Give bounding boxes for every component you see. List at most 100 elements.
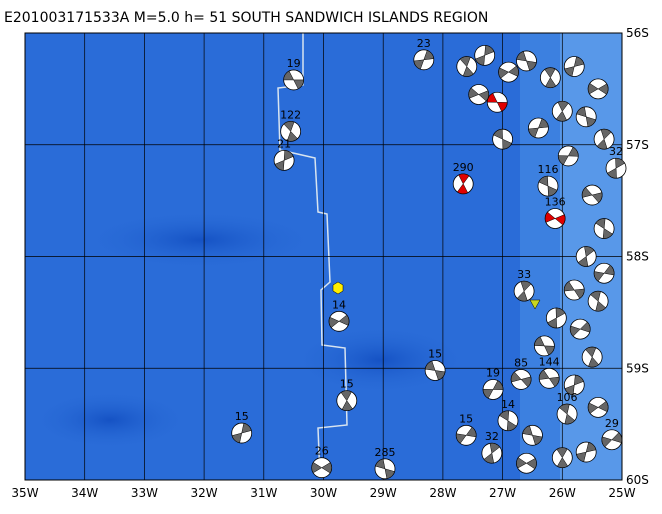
beachball-quadrant (603, 264, 615, 276)
focal-mechanism (413, 49, 435, 71)
beachball-quadrant (321, 462, 332, 474)
beachball-quadrant (516, 51, 527, 62)
focal-mechanism (283, 69, 305, 91)
beachball-quadrant (601, 436, 613, 448)
beachball-quadrant (570, 325, 581, 337)
event-label: 32 (485, 430, 499, 443)
beachball-quadrant (489, 442, 501, 454)
focal-mechanism (510, 369, 532, 390)
event-label: 85 (514, 356, 528, 369)
beachball-quadrant (526, 458, 537, 470)
beachball-quadrant (573, 374, 584, 386)
beachball-quadrant (475, 54, 485, 66)
x-tick-label: 27W (489, 486, 516, 500)
beachball-quadrant (593, 271, 605, 282)
beachball-quadrant (286, 130, 298, 142)
beachball-quadrant (544, 211, 556, 223)
beachball-quadrant (520, 376, 532, 388)
x-tick-label: 28W (429, 486, 456, 500)
event-label: 285 (374, 446, 395, 459)
focal-mechanism (563, 279, 585, 301)
focal-mechanism (424, 360, 446, 381)
event-label: 23 (417, 37, 431, 50)
event-label: 14 (501, 398, 515, 411)
beachball-quadrant (573, 288, 585, 299)
beachball-quadrant (458, 173, 470, 185)
station-marker (529, 299, 541, 310)
focal-mechanism (328, 310, 350, 332)
beachball-quadrant (465, 426, 477, 438)
beachball-quadrant (478, 90, 489, 102)
beachball-quadrant (231, 432, 243, 444)
event-label: 106 (557, 391, 578, 404)
focal-mechanism (539, 67, 561, 89)
beachball-quadrant (581, 187, 593, 198)
beachball-quadrant (274, 160, 285, 171)
beachball-quadrant (532, 434, 543, 446)
beachball-quadrant (413, 59, 425, 70)
beachball-quadrant (591, 192, 603, 203)
event-label: 122 (280, 108, 301, 121)
focal-mechanism (533, 335, 555, 357)
beachball-quadrant (340, 390, 352, 402)
beachball-quadrant (508, 65, 519, 77)
focal-mechanism (273, 149, 295, 171)
beachball-quadrant (577, 256, 589, 267)
event-label: 19 (486, 366, 500, 379)
focal-mechanism (581, 346, 603, 368)
beachball-quadrant (459, 56, 471, 67)
x-tick-label: 31W (250, 486, 277, 500)
beachball-quadrant (375, 458, 386, 470)
beachball-quadrant (456, 183, 469, 195)
focal-mechanism (556, 403, 578, 425)
x-tick-label: 25W (608, 486, 635, 500)
beachball-quadrant (564, 66, 575, 77)
focal-mechanism (569, 318, 591, 340)
focal-mechanism (593, 262, 615, 284)
beachball-quadrant (547, 317, 557, 329)
beachball-quadrant (588, 356, 600, 368)
beachball-quadrant (492, 380, 504, 390)
focal-mechanism (545, 307, 567, 329)
beachball-quadrant (462, 66, 474, 77)
focal-mechanism (563, 56, 585, 77)
beachball-quadrant (564, 384, 575, 396)
beachball-quadrant (498, 67, 510, 79)
beachball-quadrant (587, 402, 599, 414)
y-tick-label: 57S (626, 138, 649, 152)
beachball-quadrant (486, 92, 498, 103)
focal-mechanism (481, 442, 503, 464)
beachball-quadrant (311, 462, 323, 474)
beachball-quadrant (584, 246, 595, 257)
beachball-quadrant (538, 118, 549, 129)
focal-mechanism (538, 367, 560, 389)
beachball-quadrant (595, 300, 607, 312)
focal-mechanism (492, 128, 514, 150)
beachball-quadrant (602, 228, 613, 239)
focal-mechanism (455, 424, 477, 446)
beachball-quadrant (241, 422, 252, 434)
beachball-quadrant (516, 290, 528, 302)
focal-mechanism (456, 56, 478, 77)
event-label: 15 (459, 412, 473, 425)
beachball-quadrant (510, 371, 522, 383)
focal-mechanism (593, 218, 615, 239)
event-label: 144 (539, 355, 560, 368)
beachball-quadrant (423, 50, 435, 61)
beachball-quadrant (283, 121, 295, 132)
x-tick-label: 30W (310, 486, 337, 500)
beachball-quadrant (576, 451, 587, 463)
beachball-quadrant (597, 400, 609, 413)
x-tick-label: 32W (191, 486, 218, 500)
focal-mechanism (522, 424, 543, 446)
focal-mechanism (537, 175, 559, 197)
beachball-quadrant (538, 369, 550, 380)
focal-mechanism (513, 280, 535, 302)
focal-mechanism (587, 396, 609, 418)
beachball-quadrant (595, 218, 606, 229)
beachball-quadrant (556, 457, 569, 468)
beachball-quadrant (556, 447, 568, 459)
beachball-quadrant (557, 100, 569, 112)
